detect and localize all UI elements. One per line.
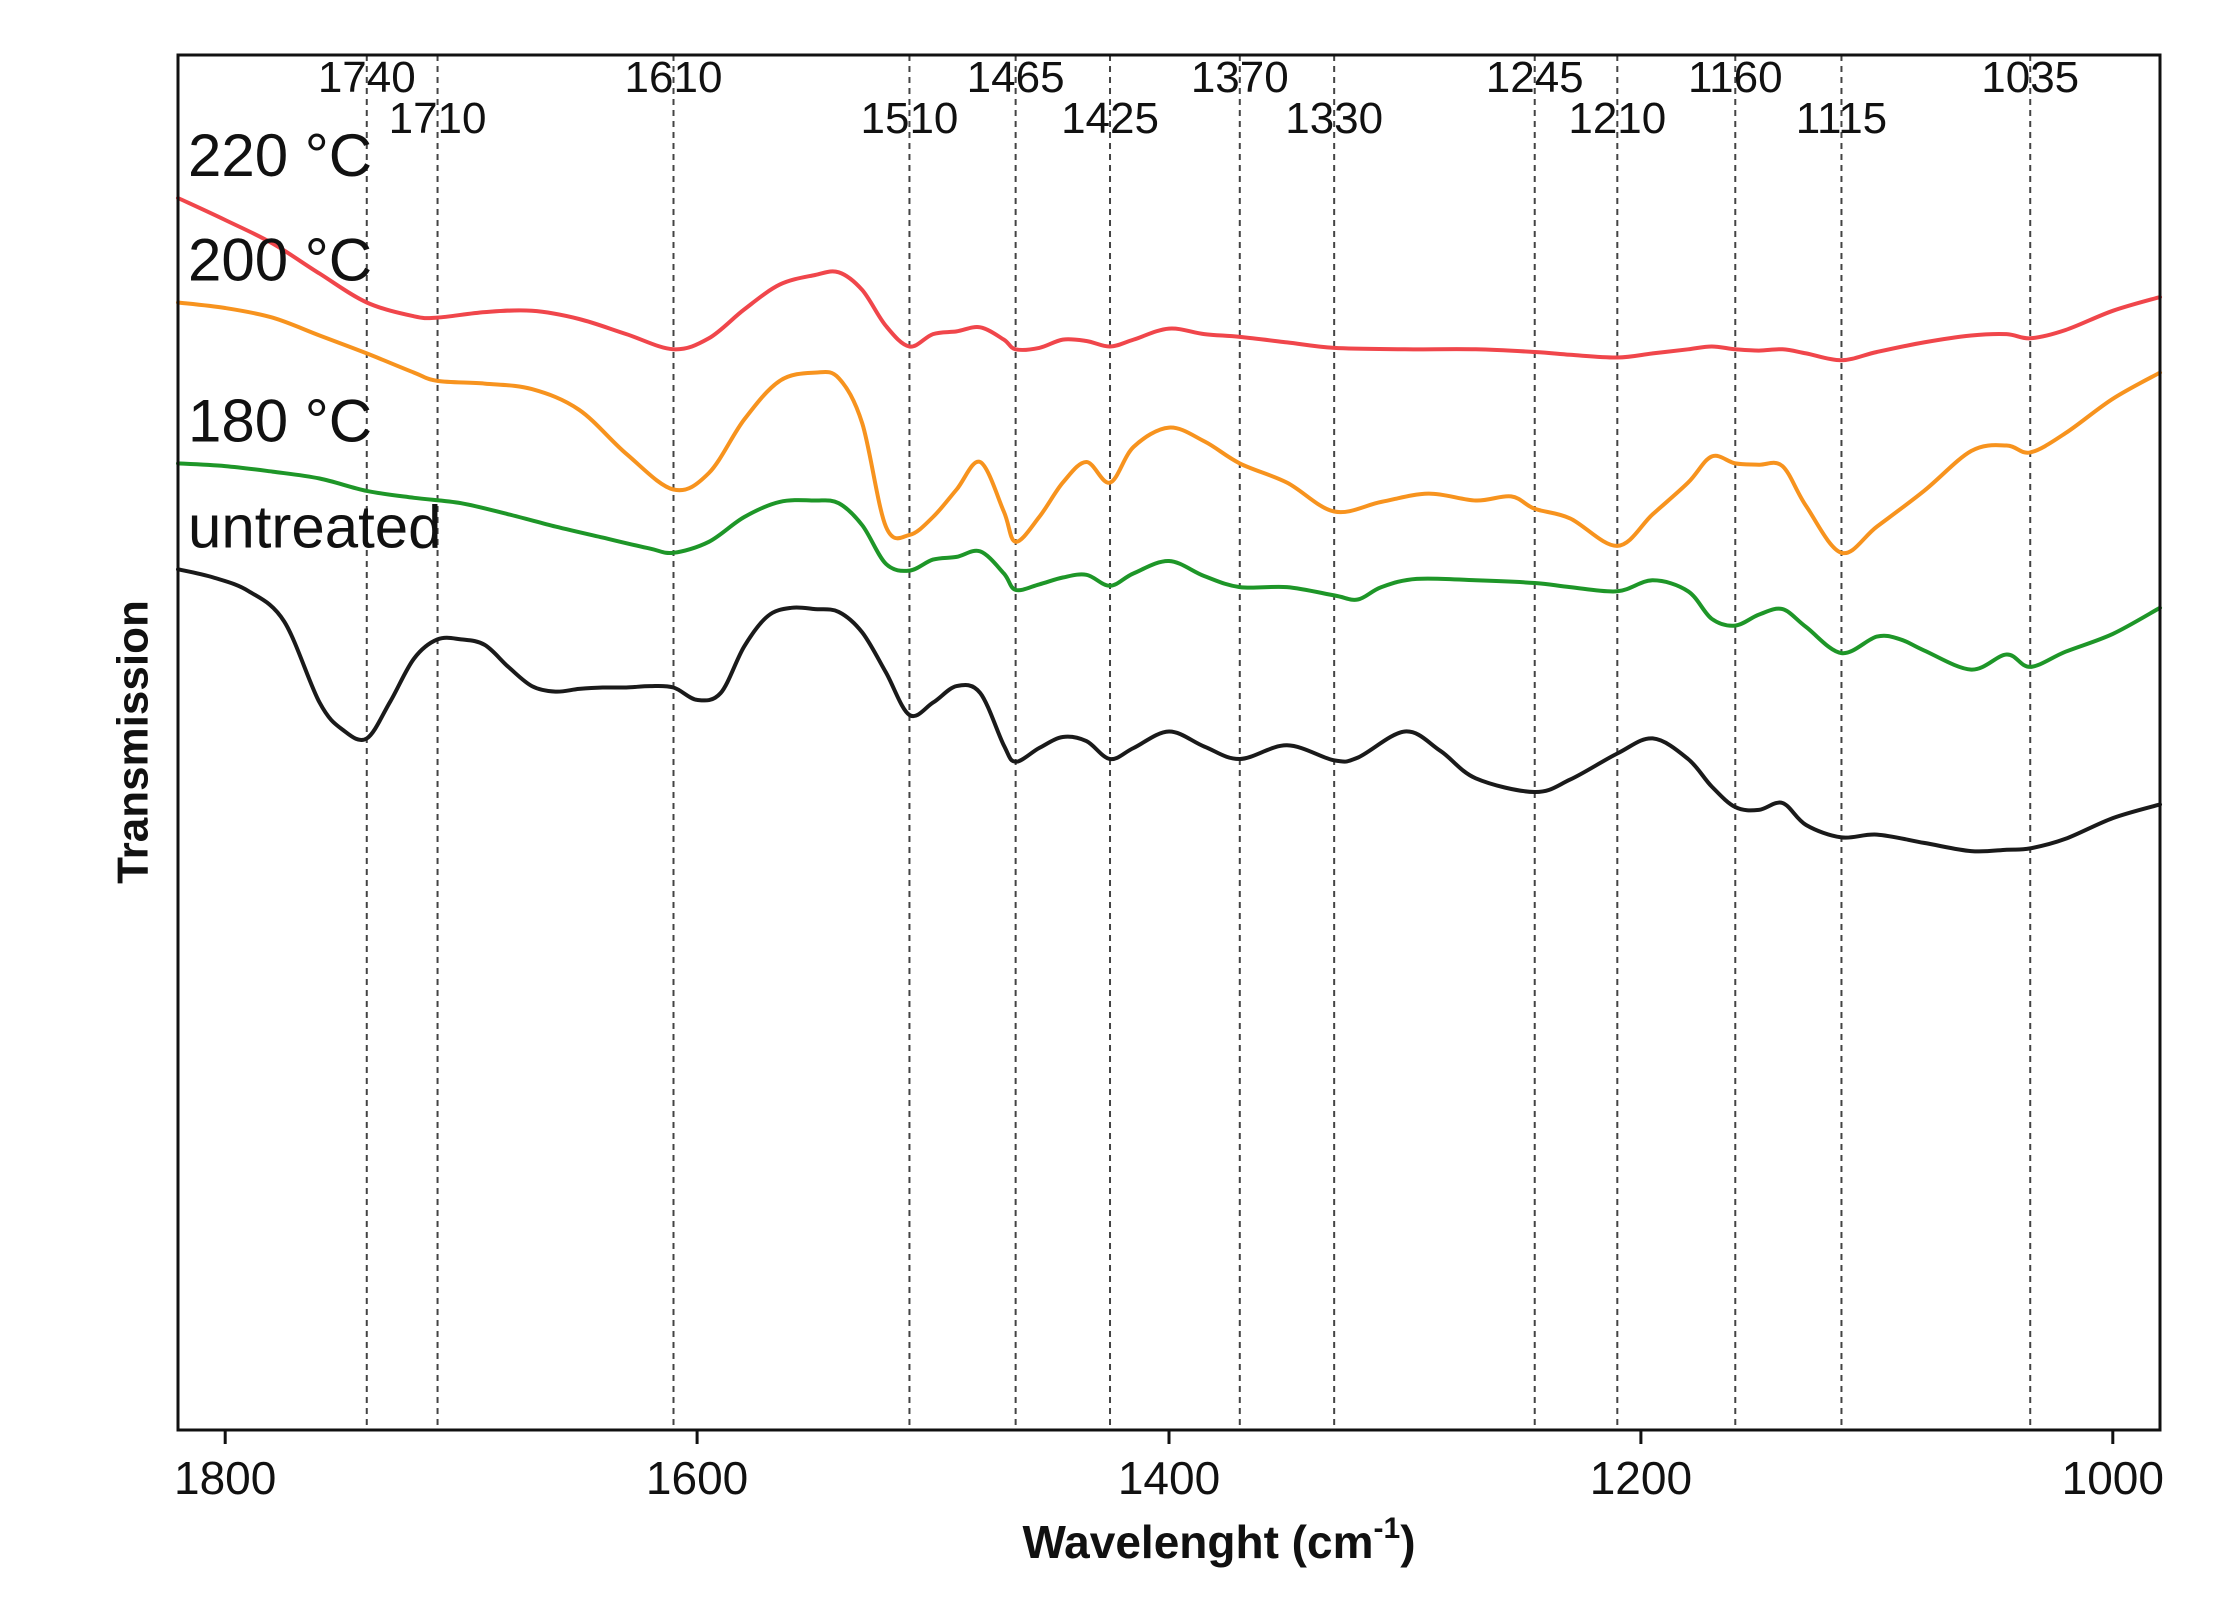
peak-label-1115: 1115: [1796, 94, 1887, 143]
y-axis-title: Transmission: [109, 600, 158, 884]
peak-label-1035: 1035: [1981, 53, 2079, 102]
series-label-180-c: 180 °C: [188, 387, 372, 454]
peak-label-1245: 1245: [1486, 53, 1584, 102]
x-tick-label-1000: 1000: [2062, 1452, 2164, 1504]
series-line-200-c: [176, 300, 2162, 556]
x-tick-label-1600: 1600: [646, 1452, 748, 1504]
peak-label-1160: 1160: [1688, 53, 1783, 102]
x-axis-title-close: ): [1400, 1516, 1415, 1568]
x-tick-label-1400: 1400: [1118, 1452, 1220, 1504]
x-axis-ticks: 1800 1600 1400 1200 1000: [174, 1430, 2164, 1504]
peak-label-1330: 1330: [1285, 94, 1383, 143]
series-line-untreated: [176, 567, 2162, 854]
series-label-untreated: untreated: [188, 493, 442, 560]
series-label-200-c: 200 °C: [188, 227, 372, 294]
series-line-220-c: [176, 196, 2162, 363]
peak-label-1510: 1510: [861, 94, 959, 143]
x-axis-title-main: Wavelenght (cm: [1022, 1516, 1373, 1568]
peak-label-1370: 1370: [1191, 53, 1289, 102]
peak-label-1610: 1610: [625, 53, 723, 102]
peak-label-1740: 1740: [318, 53, 416, 102]
peak-label-1210: 1210: [1568, 94, 1666, 143]
series-labels: 220 °C 200 °C 180 °C untreated: [188, 122, 442, 560]
x-tick-label-1800: 1800: [174, 1452, 276, 1504]
peak-label-1710: 1710: [389, 94, 487, 143]
series-lines: [176, 196, 2162, 854]
series-label-220-c: 220 °C: [188, 122, 372, 189]
x-axis-title: Wavelenght (cm-1): [1022, 1512, 1415, 1568]
reference-lines: [365, 55, 2032, 1430]
x-axis-title-superscript: -1: [1374, 1512, 1401, 1545]
x-tick-label-1200: 1200: [1590, 1452, 1692, 1504]
peak-label-1465: 1465: [967, 53, 1065, 102]
series-line-180-c: [176, 461, 2162, 672]
peak-label-1425: 1425: [1061, 94, 1159, 143]
